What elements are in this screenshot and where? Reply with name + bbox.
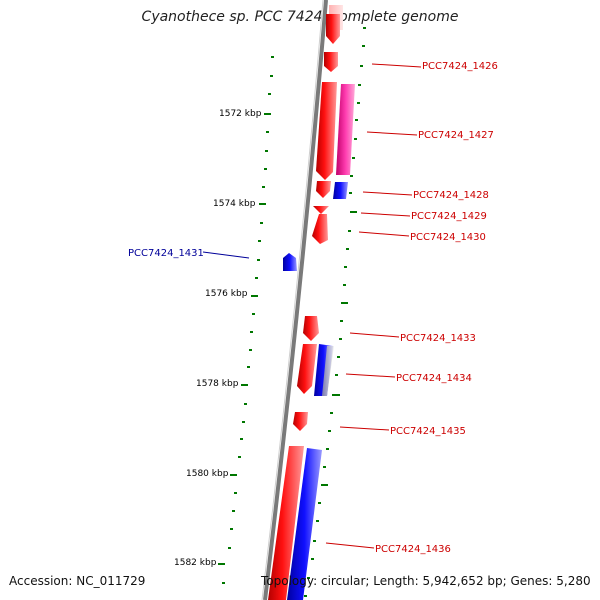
genome-backbone xyxy=(263,0,328,600)
gene-label-1433[interactable]: PCC7424_1433 xyxy=(400,333,476,344)
kbp-label: 1572 kbp xyxy=(219,109,262,119)
gene-label-1428[interactable]: PCC7424_1428 xyxy=(413,190,489,201)
gene-label-1426[interactable]: PCC7424_1426 xyxy=(422,61,498,72)
topology-text: Topology: circular; Length: 5,942,652 bp… xyxy=(261,574,591,588)
gene-label-1430[interactable]: PCC7424_1430 xyxy=(410,232,486,243)
kbp-label: 1576 kbp xyxy=(205,289,248,299)
kbp-label: 1578 kbp xyxy=(196,379,239,389)
gene-arrow-1436[interactable] xyxy=(268,446,304,600)
gene-arrow-1428b[interactable] xyxy=(333,182,348,199)
gene-arrow-1427[interactable] xyxy=(316,82,337,180)
gene-features[interactable] xyxy=(268,5,355,600)
gene-arrow-1428[interactable] xyxy=(316,181,331,198)
kbp-label: 1582 kbp xyxy=(174,558,217,568)
genome-backbone-shadow xyxy=(261,0,324,600)
accession-text: Accession: NC_011729 xyxy=(9,574,146,588)
kbp-label: 1574 kbp xyxy=(213,199,256,209)
gene-label-1431[interactable]: PCC7424_1431 xyxy=(128,248,204,259)
gene-labels[interactable]: PCC7424_1426 PCC7424_1427 PCC7424_1428 P… xyxy=(128,61,498,555)
rna-feature-1427[interactable] xyxy=(336,84,355,175)
gene-label-1435[interactable]: PCC7424_1435 xyxy=(390,426,466,437)
gene-label-1434[interactable]: PCC7424_1434 xyxy=(396,373,472,384)
gene-arrow-1433[interactable] xyxy=(303,316,319,341)
gene-feature-pseudo[interactable] xyxy=(322,346,334,396)
gene-arrow-1431[interactable] xyxy=(283,253,297,271)
gene-arrow-1434[interactable] xyxy=(297,344,317,394)
outer-scale-ticks xyxy=(304,27,366,597)
kbp-labels: 1572 kbp 1574 kbp 1576 kbp 1578 kbp 1580… xyxy=(174,109,262,568)
kbp-label: 1580 kbp xyxy=(186,469,229,479)
gene-arrow-1436b[interactable] xyxy=(287,448,322,600)
gene-arrow-1426b[interactable] xyxy=(324,52,338,72)
gene-arrow-1429[interactable] xyxy=(313,206,329,214)
genome-title: Cyanothece sp. PCC 7424, complete genome xyxy=(141,9,459,25)
gene-arrow-1435[interactable] xyxy=(293,412,308,431)
gene-arrow-1426[interactable] xyxy=(326,14,340,44)
label-leader-lines xyxy=(202,63,422,549)
gene-arrow-1430[interactable] xyxy=(312,214,328,244)
inner-scale-ticks xyxy=(218,56,274,584)
gene-label-1427[interactable]: PCC7424_1427 xyxy=(418,130,494,141)
gene-label-1429[interactable]: PCC7424_1429 xyxy=(411,211,487,222)
gene-label-1436[interactable]: PCC7424_1436 xyxy=(375,544,451,555)
